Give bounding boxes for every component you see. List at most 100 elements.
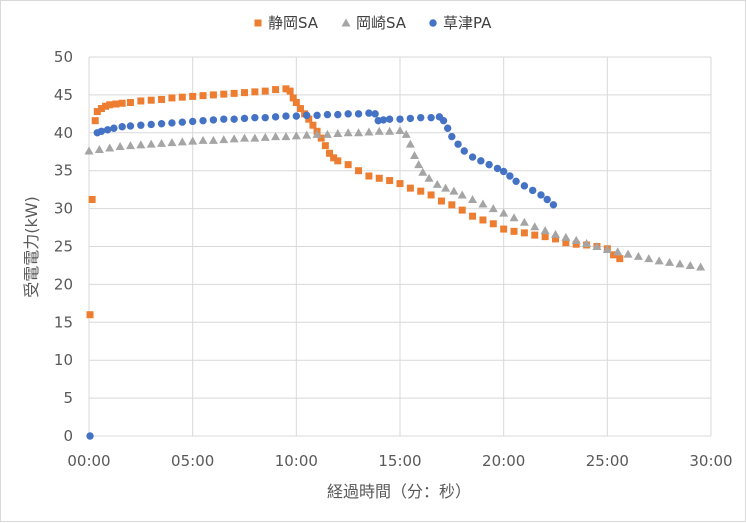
- x-tick-label: 05:00: [171, 452, 214, 470]
- data-point: [385, 115, 394, 123]
- y-tick-label: 5: [63, 389, 73, 407]
- data-point: [493, 164, 502, 173]
- data-point: [118, 99, 126, 107]
- y-tick-label: 50: [54, 48, 73, 66]
- series-1: [86, 85, 624, 319]
- data-point: [281, 132, 291, 141]
- data-point: [282, 85, 290, 93]
- data-point: [261, 87, 269, 95]
- data-point: [157, 138, 167, 147]
- data-point: [696, 262, 706, 271]
- data-point: [454, 140, 462, 148]
- data-point: [561, 232, 571, 241]
- data-point: [305, 115, 313, 123]
- data-point: [219, 135, 229, 144]
- data-point: [271, 113, 280, 121]
- data-point: [126, 98, 134, 106]
- data-point: [448, 201, 456, 209]
- data-point: [644, 254, 654, 263]
- data-point: [240, 133, 249, 142]
- data-point: [488, 204, 498, 213]
- data-point: [296, 105, 304, 113]
- data-point: [506, 172, 514, 180]
- x-tick-label: 10:00: [275, 452, 318, 470]
- data-point: [260, 132, 270, 141]
- data-point: [441, 183, 451, 192]
- data-point: [623, 249, 633, 258]
- data-point: [292, 98, 300, 106]
- data-point: [385, 126, 395, 135]
- data-point: [167, 138, 177, 147]
- data-point: [424, 173, 434, 182]
- data-point: [93, 108, 101, 116]
- data-point: [460, 147, 468, 155]
- legend-marker: [429, 19, 437, 27]
- data-point: [477, 157, 485, 165]
- data-point: [220, 90, 228, 98]
- data-point: [303, 111, 311, 120]
- data-point: [136, 140, 146, 149]
- data-point: [147, 96, 155, 104]
- data-point: [323, 110, 332, 119]
- data-point: [405, 139, 415, 148]
- data-point: [458, 206, 466, 214]
- data-point: [146, 139, 156, 148]
- data-point: [199, 92, 207, 100]
- data-point: [379, 116, 388, 124]
- data-point: [137, 97, 145, 105]
- x-axis-tick-labels: 00:00 05:00 10:00 15:00 20:00 25:00 30:00: [67, 452, 732, 470]
- x-tick-label: 00:00: [67, 452, 110, 470]
- data-point: [571, 235, 581, 244]
- data-point: [417, 113, 425, 122]
- y-axis-title: 受電電力(kW): [22, 196, 41, 298]
- data-point: [126, 122, 135, 130]
- plot-area: [84, 85, 706, 440]
- data-point: [365, 172, 373, 180]
- data-point: [485, 160, 493, 169]
- data-point: [343, 128, 353, 137]
- data-point: [448, 132, 456, 141]
- legend-label: 静岡SA: [268, 14, 319, 32]
- data-point: [602, 245, 612, 254]
- data-point: [112, 100, 120, 108]
- data-point: [365, 109, 373, 117]
- data-point: [271, 132, 281, 141]
- data-point: [355, 167, 363, 175]
- data-point: [432, 179, 442, 188]
- data-point: [158, 95, 166, 103]
- data-point: [313, 111, 321, 120]
- legend-item: 草津PA: [429, 14, 492, 32]
- data-point: [410, 151, 420, 160]
- data-point: [344, 161, 352, 169]
- data-point: [110, 124, 118, 132]
- data-point: [375, 174, 383, 182]
- data-point: [633, 251, 643, 260]
- x-axis-title: 経過時間（分：秒）: [327, 482, 471, 501]
- data-point: [675, 259, 685, 268]
- data-point: [562, 239, 570, 247]
- data-point: [510, 227, 518, 235]
- data-point: [106, 101, 114, 109]
- data-point: [530, 222, 540, 231]
- data-point: [417, 187, 425, 195]
- data-point: [616, 255, 624, 263]
- data-point: [665, 257, 675, 266]
- data-point: [478, 199, 488, 208]
- data-point: [292, 112, 301, 120]
- data-point: [654, 256, 664, 265]
- data-point: [137, 121, 145, 129]
- data-point: [97, 105, 105, 113]
- data-point: [443, 124, 452, 132]
- legend: 静岡SA 岡崎SA 草津PA: [254, 14, 492, 32]
- data-point: [302, 130, 312, 139]
- data-point: [552, 235, 559, 243]
- data-point: [208, 135, 218, 144]
- data-point: [457, 190, 467, 199]
- data-point: [499, 208, 509, 217]
- data-point: [198, 135, 208, 144]
- data-point: [177, 137, 187, 146]
- legend-item: 岡崎SA: [341, 14, 407, 32]
- data-point: [312, 129, 322, 138]
